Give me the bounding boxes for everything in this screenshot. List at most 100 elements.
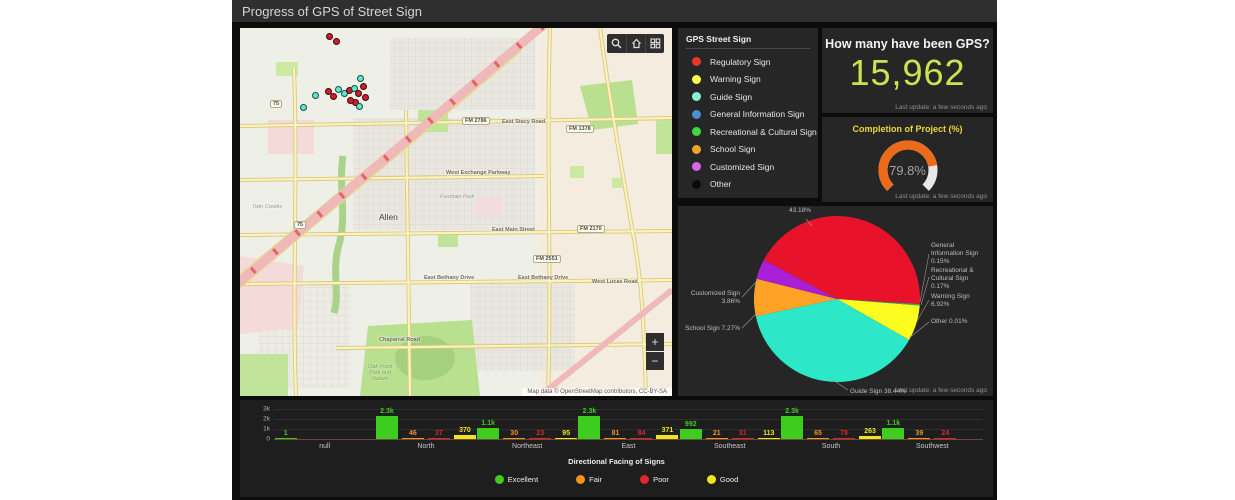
legend-item-label: School Sign xyxy=(710,144,756,154)
map-sign-point-red[interactable] xyxy=(325,88,332,95)
basemap-grid-icon[interactable] xyxy=(645,34,664,53)
bar-slot: 1.1k xyxy=(882,409,905,439)
bar-group-south: 2.3k 65 78 263 xyxy=(780,408,882,439)
indicator-last-update: Last update: a few seconds ago xyxy=(895,104,987,111)
pie-slice-guide-sign[interactable] xyxy=(755,299,910,383)
category-label-south: South xyxy=(821,443,841,450)
bar-excellent-southeast[interactable] xyxy=(679,429,702,439)
map-sign-point-red[interactable] xyxy=(360,83,367,90)
map-sign-point-red[interactable] xyxy=(362,94,369,101)
bar-good-southeast[interactable] xyxy=(757,437,780,439)
bar-fair-southwest[interactable] xyxy=(908,438,931,439)
map-sign-point-teal[interactable] xyxy=(351,85,358,92)
map-attribution: Map data © OpenStreetMap contributors, C… xyxy=(522,388,672,396)
legend-item: Warning Sign xyxy=(686,74,810,84)
pie-slice-customized-sign[interactable] xyxy=(756,260,838,299)
map-sign-point-red[interactable] xyxy=(333,38,340,45)
bar-fair-north[interactable] xyxy=(401,438,424,439)
bar-good-north[interactable] xyxy=(453,435,476,439)
bar-fair-south[interactable] xyxy=(807,438,830,439)
bar-excellent-southwest[interactable] xyxy=(882,428,905,439)
pie-chart xyxy=(741,216,930,391)
bar-poor-east[interactable] xyxy=(630,438,653,439)
bar-value-label: 31 xyxy=(738,430,747,437)
zoom-in-button[interactable]: + xyxy=(646,333,664,351)
bar-slot: 81 xyxy=(604,409,627,439)
pie-slice-warning-sign[interactable] xyxy=(837,299,920,340)
bar-value-label: 1.1k xyxy=(481,420,496,427)
bar-slot: 78 xyxy=(833,409,856,439)
map-panel[interactable]: FM 2786 East Stacy Road FM 1378 West Exchan… xyxy=(240,28,672,396)
zoom-out-button[interactable]: − xyxy=(646,352,664,370)
legend-swatch xyxy=(692,144,701,154)
map-sign-point-teal[interactable] xyxy=(300,104,307,111)
map-sign-point-red[interactable] xyxy=(326,33,333,40)
bar-fair-northeast[interactable] xyxy=(503,438,526,439)
y-axis-tick: 2k xyxy=(263,415,270,423)
bar-legend-item: Poor xyxy=(640,475,669,484)
bar-value-label: 30 xyxy=(510,430,519,437)
search-icon[interactable] xyxy=(607,34,626,53)
bar-legend-label: Poor xyxy=(653,475,669,484)
category-label-southwest: Southwest xyxy=(915,443,949,450)
map-sign-point-red[interactable] xyxy=(355,90,362,97)
bar-poor-northeast[interactable] xyxy=(529,438,552,439)
bar-slot: 37 xyxy=(427,409,450,439)
legend-item: Regulatory Sign xyxy=(686,57,810,67)
bar-value-label: 95 xyxy=(562,430,571,437)
bar-excellent-null[interactable] xyxy=(274,438,297,439)
pie-slice-general-information-sign[interactable] xyxy=(837,299,920,305)
bar-excellent-south[interactable] xyxy=(781,416,804,439)
pie-slice-other[interactable] xyxy=(837,299,910,340)
y-axis-tick: 1k xyxy=(263,425,270,433)
gauge-value: 79.8% xyxy=(889,163,926,178)
legend-item: General Information Sign xyxy=(686,109,810,119)
bar-fair-east[interactable] xyxy=(604,438,627,439)
pie-chart-panel: Regulatory Sign 43.18% General Informatio… xyxy=(678,206,993,396)
map-sign-point-teal[interactable] xyxy=(357,75,364,82)
bar-group-north: 2.3k 46 37 370 xyxy=(375,408,476,439)
bar-slot: 1.1k xyxy=(477,409,500,439)
bar-poor-southwest[interactable] xyxy=(934,438,957,439)
header-bar: Progress of GPS of Street Sign xyxy=(232,0,997,22)
bar-value-label: 21 xyxy=(712,430,721,437)
bar-excellent-northeast[interactable] xyxy=(477,428,500,439)
bar-group-southwest: 1.1k 39 24 xyxy=(882,409,983,439)
map-sign-point-red[interactable] xyxy=(330,93,337,100)
pie-slice-school-sign[interactable] xyxy=(753,278,837,317)
bar-fair-southeast[interactable] xyxy=(705,438,728,439)
bar-slot: 39 xyxy=(908,409,931,439)
bar-excellent-north[interactable] xyxy=(375,416,398,439)
bar-slot xyxy=(300,409,323,439)
bar-value-label: 84 xyxy=(637,430,646,437)
bar-poor-southeast[interactable] xyxy=(731,438,754,439)
home-icon[interactable] xyxy=(626,34,645,53)
map-sign-point-teal[interactable] xyxy=(356,103,363,110)
bar-slot xyxy=(960,409,983,439)
bar-group-southeast: 992 21 31 113 xyxy=(679,409,780,439)
bar-value-label: 2.3k xyxy=(785,408,799,415)
map-sign-point-teal[interactable] xyxy=(312,92,319,99)
bar-good-northeast[interactable] xyxy=(555,438,578,439)
map-sign-point-red[interactable] xyxy=(347,97,354,104)
map-sign-point-teal[interactable] xyxy=(335,86,342,93)
bar-poor-south[interactable] xyxy=(833,438,856,439)
legend-item: Customized Sign xyxy=(686,162,810,172)
bar-good-south[interactable] xyxy=(859,436,882,439)
bar-legend-item: Fair xyxy=(576,475,602,484)
bar-good-east[interactable] xyxy=(656,435,679,439)
pie-slice-recreational-cultural-sign[interactable] xyxy=(837,299,920,306)
pie-slice-regulatory-sign[interactable] xyxy=(763,216,920,304)
legend-items: Regulatory Sign Warning Sign Guide Sign Gen… xyxy=(686,57,817,189)
bar-slot: 992 xyxy=(679,409,702,439)
bar-value-label: 1 xyxy=(283,430,288,437)
pie-leader-line xyxy=(805,218,813,227)
bar-value-label: 23 xyxy=(536,430,545,437)
bar-poor-north[interactable] xyxy=(427,438,450,439)
legend-item-label: Customized Sign xyxy=(710,161,775,172)
bar-slot: 2.3k xyxy=(781,408,804,439)
bar-excellent-east[interactable] xyxy=(578,416,601,439)
bar-chart-panel: 3k 2k 1k 0 1 2.3k 46 37 370 1.1k 30 23 95 2.3k 81 84 371… xyxy=(240,400,993,497)
bar-slot: 30 xyxy=(503,409,526,439)
